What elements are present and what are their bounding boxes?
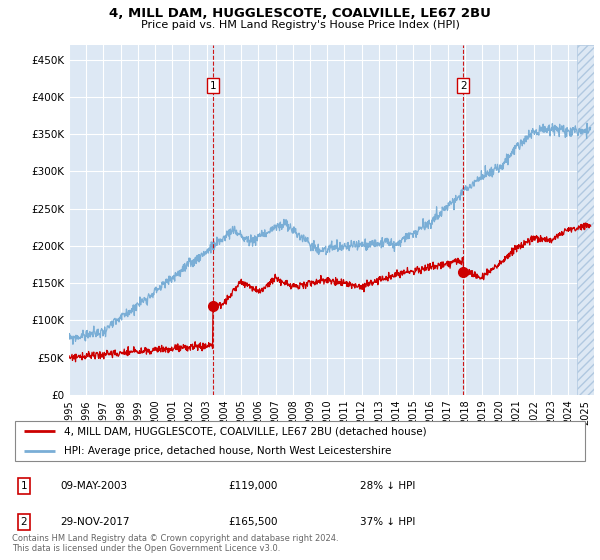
Bar [577, 45, 594, 395]
Text: 2: 2 [460, 81, 467, 91]
Text: Contains HM Land Registry data © Crown copyright and database right 2024.
This d: Contains HM Land Registry data © Crown c… [12, 534, 338, 553]
Bar [577, 45, 594, 395]
Text: £165,500: £165,500 [228, 517, 277, 527]
Text: Price paid vs. HM Land Registry's House Price Index (HPI): Price paid vs. HM Land Registry's House … [140, 20, 460, 30]
Text: 1: 1 [209, 81, 216, 91]
Text: 1: 1 [20, 481, 28, 491]
Text: 4, MILL DAM, HUGGLESCOTE, COALVILLE, LE67 2BU: 4, MILL DAM, HUGGLESCOTE, COALVILLE, LE6… [109, 7, 491, 20]
Text: 2: 2 [20, 517, 28, 527]
Text: 4, MILL DAM, HUGGLESCOTE, COALVILLE, LE67 2BU (detached house): 4, MILL DAM, HUGGLESCOTE, COALVILLE, LE6… [64, 426, 427, 436]
Text: HPI: Average price, detached house, North West Leicestershire: HPI: Average price, detached house, Nort… [64, 446, 391, 456]
FancyBboxPatch shape [15, 421, 585, 461]
Text: 29-NOV-2017: 29-NOV-2017 [60, 517, 130, 527]
Text: 28% ↓ HPI: 28% ↓ HPI [360, 481, 415, 491]
Text: 09-MAY-2003: 09-MAY-2003 [60, 481, 127, 491]
Text: £119,000: £119,000 [228, 481, 277, 491]
Text: 37% ↓ HPI: 37% ↓ HPI [360, 517, 415, 527]
